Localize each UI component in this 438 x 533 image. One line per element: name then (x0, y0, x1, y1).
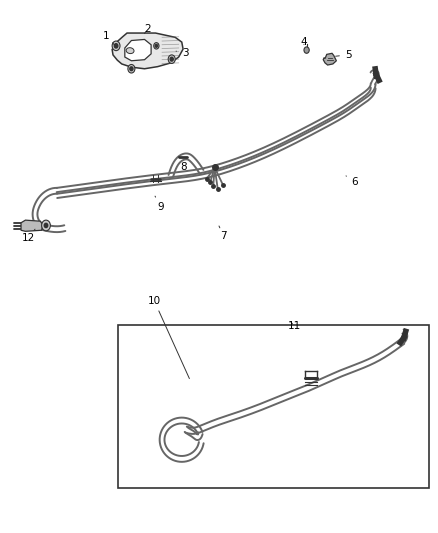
Circle shape (155, 44, 158, 47)
Text: 6: 6 (346, 176, 358, 187)
Ellipse shape (126, 47, 134, 54)
Circle shape (168, 55, 175, 63)
Text: 12: 12 (21, 229, 35, 243)
Text: 2: 2 (144, 25, 151, 34)
Circle shape (114, 44, 118, 48)
Polygon shape (112, 33, 183, 69)
Text: 4: 4 (300, 37, 307, 46)
Text: 10: 10 (148, 296, 189, 378)
Text: 11: 11 (288, 321, 301, 331)
Polygon shape (125, 39, 151, 61)
Bar (118, 325, 429, 488)
Text: 3: 3 (176, 48, 189, 58)
Circle shape (42, 220, 50, 231)
Polygon shape (323, 53, 336, 65)
Text: 8: 8 (179, 157, 187, 172)
Circle shape (44, 223, 48, 228)
Text: 1: 1 (103, 31, 114, 45)
Circle shape (112, 41, 120, 51)
Circle shape (154, 43, 159, 49)
Polygon shape (21, 220, 43, 231)
Circle shape (304, 47, 309, 53)
Circle shape (128, 64, 135, 73)
Text: 5: 5 (336, 50, 352, 60)
Circle shape (170, 57, 173, 61)
Circle shape (130, 67, 133, 71)
Text: 9: 9 (155, 196, 165, 212)
Text: 7: 7 (219, 226, 227, 240)
